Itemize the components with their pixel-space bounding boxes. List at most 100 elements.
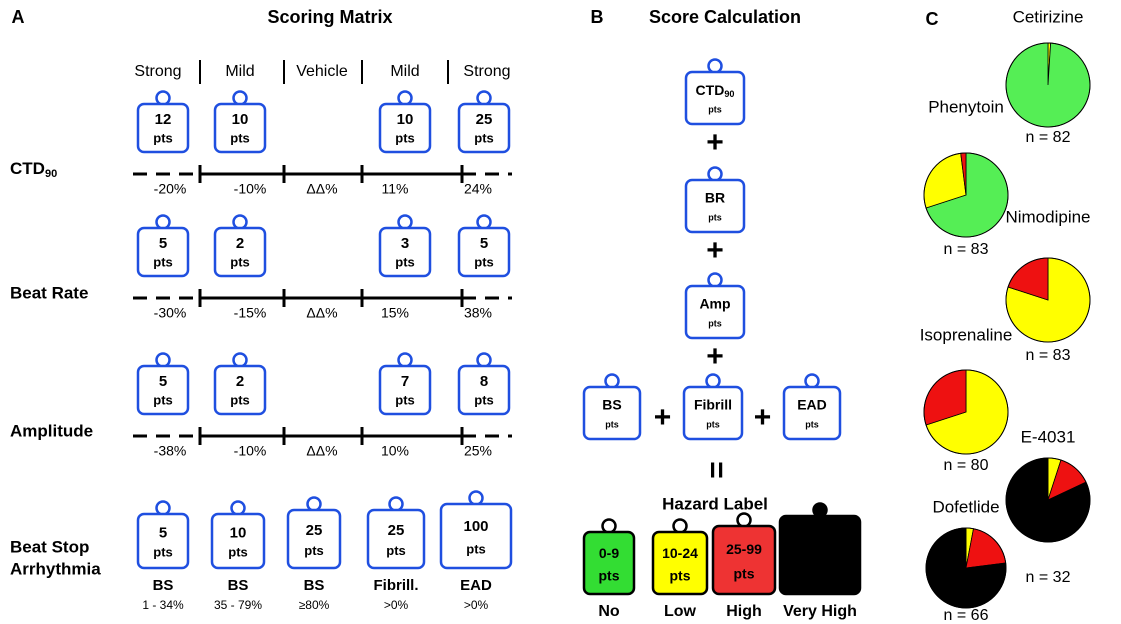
box-ring: [476, 352, 492, 368]
box-title: EAD: [797, 397, 827, 413]
pie-n: n = 32: [1026, 569, 1071, 586]
box-range: 35 - 79%: [214, 598, 262, 612]
box-unit: pts: [153, 544, 173, 559]
pie-n: n = 83: [944, 241, 989, 258]
row-label: Beat Stop: [10, 537, 89, 556]
box-name: EAD: [460, 577, 492, 594]
pie-outline: [1005, 457, 1091, 543]
box-unit: pts: [466, 542, 486, 557]
box: [582, 530, 636, 596]
box-unit: pts: [386, 543, 406, 558]
plus: +: [706, 234, 724, 267]
pie-outline: [1005, 257, 1091, 343]
pie-n: n = 66: [944, 607, 989, 624]
box-ring: [468, 490, 484, 506]
box-unit: pts: [153, 254, 173, 269]
box: [778, 514, 862, 596]
box-ring: [306, 496, 322, 512]
box-title-sub: 90: [724, 89, 734, 99]
box-ring: [397, 352, 413, 368]
box: [136, 364, 190, 416]
box-unit: pts: [153, 392, 173, 407]
box: [711, 524, 777, 596]
column-header: Mild: [225, 63, 254, 80]
panel-label: A: [12, 7, 25, 27]
threshold: 11%: [382, 181, 409, 197]
pie-n: n = 83: [1026, 347, 1071, 364]
hazard-label: High: [726, 603, 762, 620]
box-value: 5: [159, 235, 167, 252]
box: [378, 102, 432, 154]
box-value: 100: [463, 518, 488, 535]
box-unit: pts: [706, 419, 720, 429]
box: [457, 226, 511, 278]
box-ring: [476, 214, 492, 230]
threshold: ΔΔ%: [306, 305, 337, 321]
threshold: 38%: [464, 305, 492, 321]
box-value: 10: [397, 111, 414, 128]
row-label: Arrhythmia: [10, 559, 101, 578]
box-value: 5: [159, 373, 167, 390]
box-title: BS: [602, 397, 621, 413]
pie-outline: [923, 369, 1009, 455]
box-value: 2: [236, 373, 244, 390]
box-unit: pts: [474, 130, 494, 145]
box-unit: pts: [153, 130, 173, 145]
box-ring: [155, 500, 171, 516]
row-label: Amplitude: [10, 421, 93, 440]
row-label-main: CTD: [10, 159, 45, 178]
box-title: CTD90: [696, 82, 735, 100]
hazard-unit: pts: [670, 567, 691, 583]
plus: +: [754, 401, 772, 434]
pie-outline: [1005, 42, 1091, 128]
box-range: >0%: [464, 598, 489, 612]
hazard-label: Low: [664, 603, 697, 620]
threshold: ΔΔ%: [306, 181, 337, 197]
box-ring: [672, 518, 688, 534]
plus: +: [654, 401, 672, 434]
pie-title: Nimodipine: [1005, 207, 1090, 226]
box-name: BS: [153, 577, 174, 594]
box-unit: pts: [230, 254, 250, 269]
box: [136, 512, 190, 570]
column-header: Vehicle: [296, 63, 348, 80]
box-unit: pts: [230, 130, 250, 145]
box: [136, 226, 190, 278]
threshold: -10%: [234, 443, 267, 459]
box-value: 25: [306, 522, 323, 539]
hazard-range: 10-24: [662, 545, 698, 561]
box-value: 3: [401, 235, 409, 252]
box-value: 10: [232, 111, 249, 128]
box: [582, 385, 642, 441]
box: [378, 226, 432, 278]
box-unit: pts: [708, 104, 722, 114]
box: [378, 364, 432, 416]
panel-label: B: [591, 7, 604, 27]
pie-title: Cetirizine: [1013, 7, 1084, 26]
box-ring: [155, 352, 171, 368]
box-ring: [705, 373, 721, 389]
threshold: 10%: [381, 443, 409, 459]
pie-outline: [923, 152, 1009, 238]
panel-title: Scoring Matrix: [267, 7, 392, 27]
box: [684, 70, 746, 126]
threshold: -20%: [154, 181, 187, 197]
pie-n: n = 82: [1026, 129, 1071, 146]
plus: +: [706, 126, 724, 159]
box-ring: [707, 166, 723, 182]
hazard-range: ≥100: [804, 535, 835, 551]
box-unit: pts: [395, 392, 415, 407]
box-value: 25: [388, 522, 405, 539]
plus: +: [706, 340, 724, 373]
box-value: 5: [159, 524, 167, 541]
box-value: 7: [401, 373, 409, 390]
hazard-range: 0-9: [599, 545, 619, 561]
hazard-label: No: [598, 603, 620, 620]
box-value: 25: [476, 111, 493, 128]
panel-label: C: [926, 9, 939, 29]
box-range: ≥80%: [299, 598, 330, 612]
panel-title: Score Calculation: [649, 7, 801, 27]
box-ring: [604, 373, 620, 389]
box-ring: [155, 90, 171, 106]
